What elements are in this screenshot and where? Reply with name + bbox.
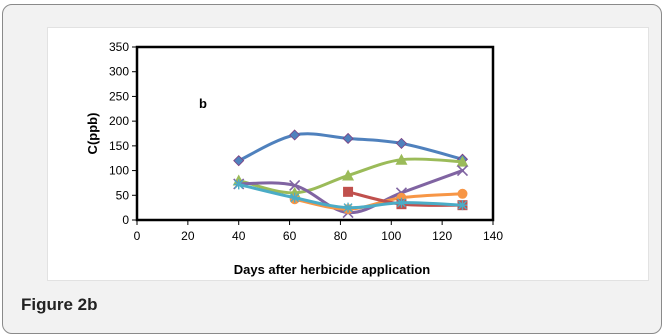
x-axis-ticks: 0 20 40 60 80 100 120 140: [134, 220, 503, 243]
data-point: [456, 155, 469, 167]
y-axis-label: C(ppb): [85, 113, 100, 155]
data-point: [233, 155, 245, 167]
x-tick-label: 100: [381, 229, 401, 243]
data-point: [456, 165, 469, 177]
y-tick-label: 50: [116, 188, 130, 202]
series-layer: [232, 129, 469, 219]
data-point: [342, 169, 355, 181]
plot-area: [135, 45, 495, 222]
x-axis-label: Days after herbicide application: [234, 262, 431, 277]
y-axis-ticks: 0 50 100 150 200 250 300 350: [109, 40, 137, 227]
data-point: [457, 188, 468, 199]
x-tick-label: 40: [232, 229, 246, 243]
data-point: [395, 137, 408, 149]
y-tick-label: 350: [109, 40, 129, 54]
y-tick-label: 150: [109, 139, 129, 153]
figure-caption: Figure 2b: [21, 295, 98, 314]
data-point: [395, 153, 408, 165]
line-chart: 0 50 100 150 200 250 300 350 0 20 40 60 80 100 120 140…: [85, 40, 503, 277]
figure-frame: 0 50 100 150 200 250 300 350 0 20 40 60 80 100 120 140…: [2, 4, 662, 334]
data-point: [343, 202, 354, 213]
data-point: [289, 129, 301, 141]
x-tick-label: 0: [134, 229, 141, 243]
x-tick-label: 140: [483, 229, 503, 243]
y-tick-label: 200: [109, 114, 129, 128]
data-point: [457, 200, 468, 211]
data-point: [342, 132, 354, 145]
x-tick-label: 80: [334, 229, 348, 243]
y-tick-label: 100: [109, 164, 129, 178]
x-tick-label: 120: [432, 229, 452, 243]
data-point: [396, 197, 407, 208]
series-6: [233, 179, 468, 213]
y-tick-label: 250: [109, 89, 129, 103]
data-point: [233, 179, 244, 190]
panel-label: b: [199, 96, 207, 111]
y-tick-label: 300: [109, 65, 129, 79]
x-tick-label: 20: [181, 229, 195, 243]
chart-container: 0 50 100 150 200 250 300 350 0 20 40 60 80 100 120 140…: [47, 27, 649, 281]
data-point: [289, 179, 301, 191]
data-point: [289, 192, 300, 203]
y-tick-label: 0: [122, 213, 129, 227]
x-tick-label: 60: [283, 229, 297, 243]
data-point: [343, 186, 354, 197]
